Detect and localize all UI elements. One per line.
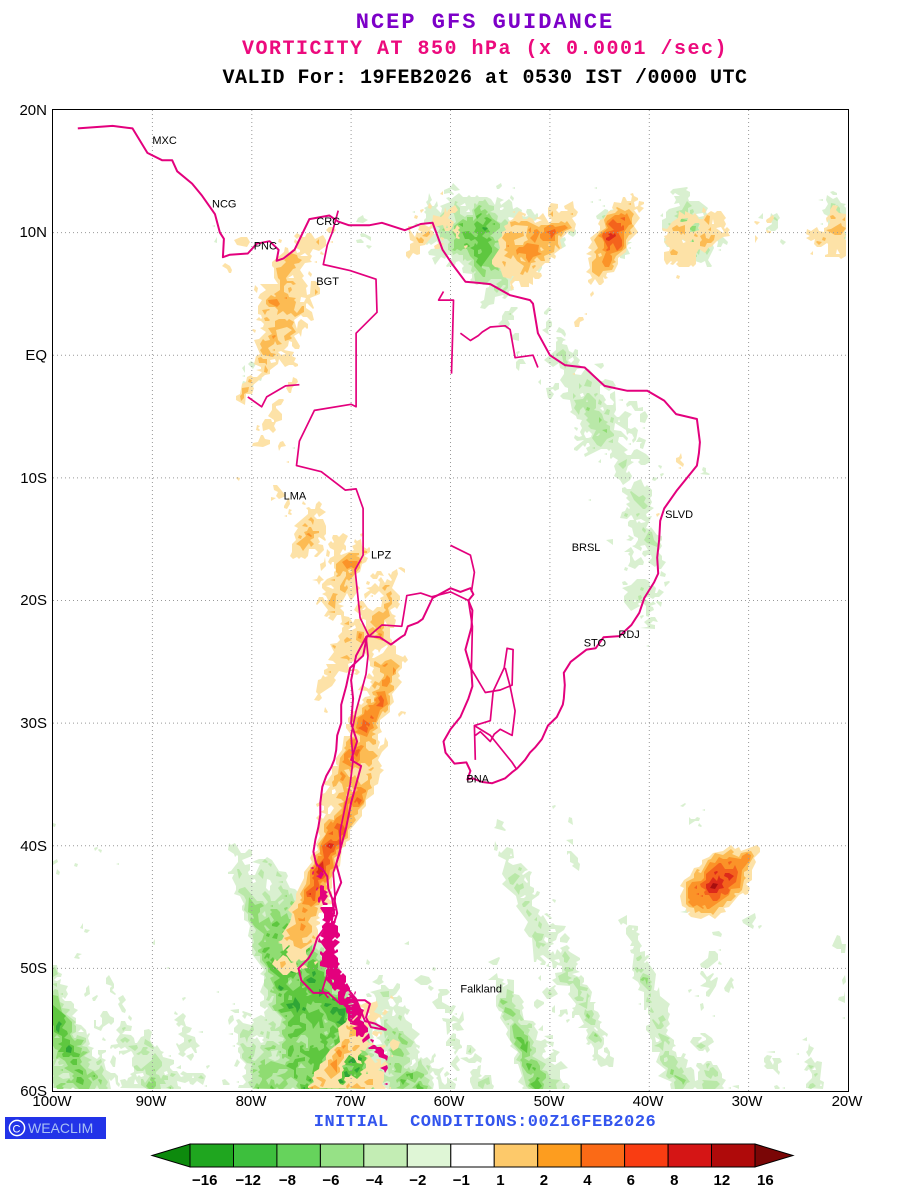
svg-text:12: 12 [714,1172,731,1189]
svg-text:−12: −12 [236,1172,261,1189]
svg-text:−8: −8 [279,1172,296,1189]
svg-text:4: 4 [583,1172,592,1189]
svg-text:1: 1 [496,1172,504,1189]
svg-text:16: 16 [757,1172,774,1189]
svg-text:8: 8 [670,1172,678,1189]
svg-text:−16: −16 [192,1172,217,1189]
svg-text:−2: −2 [409,1172,426,1189]
svg-text:2: 2 [540,1172,548,1189]
svg-text:−6: −6 [322,1172,339,1189]
svg-text:−1: −1 [453,1172,470,1189]
svg-text:6: 6 [627,1172,635,1189]
svg-text:−4: −4 [366,1172,384,1189]
